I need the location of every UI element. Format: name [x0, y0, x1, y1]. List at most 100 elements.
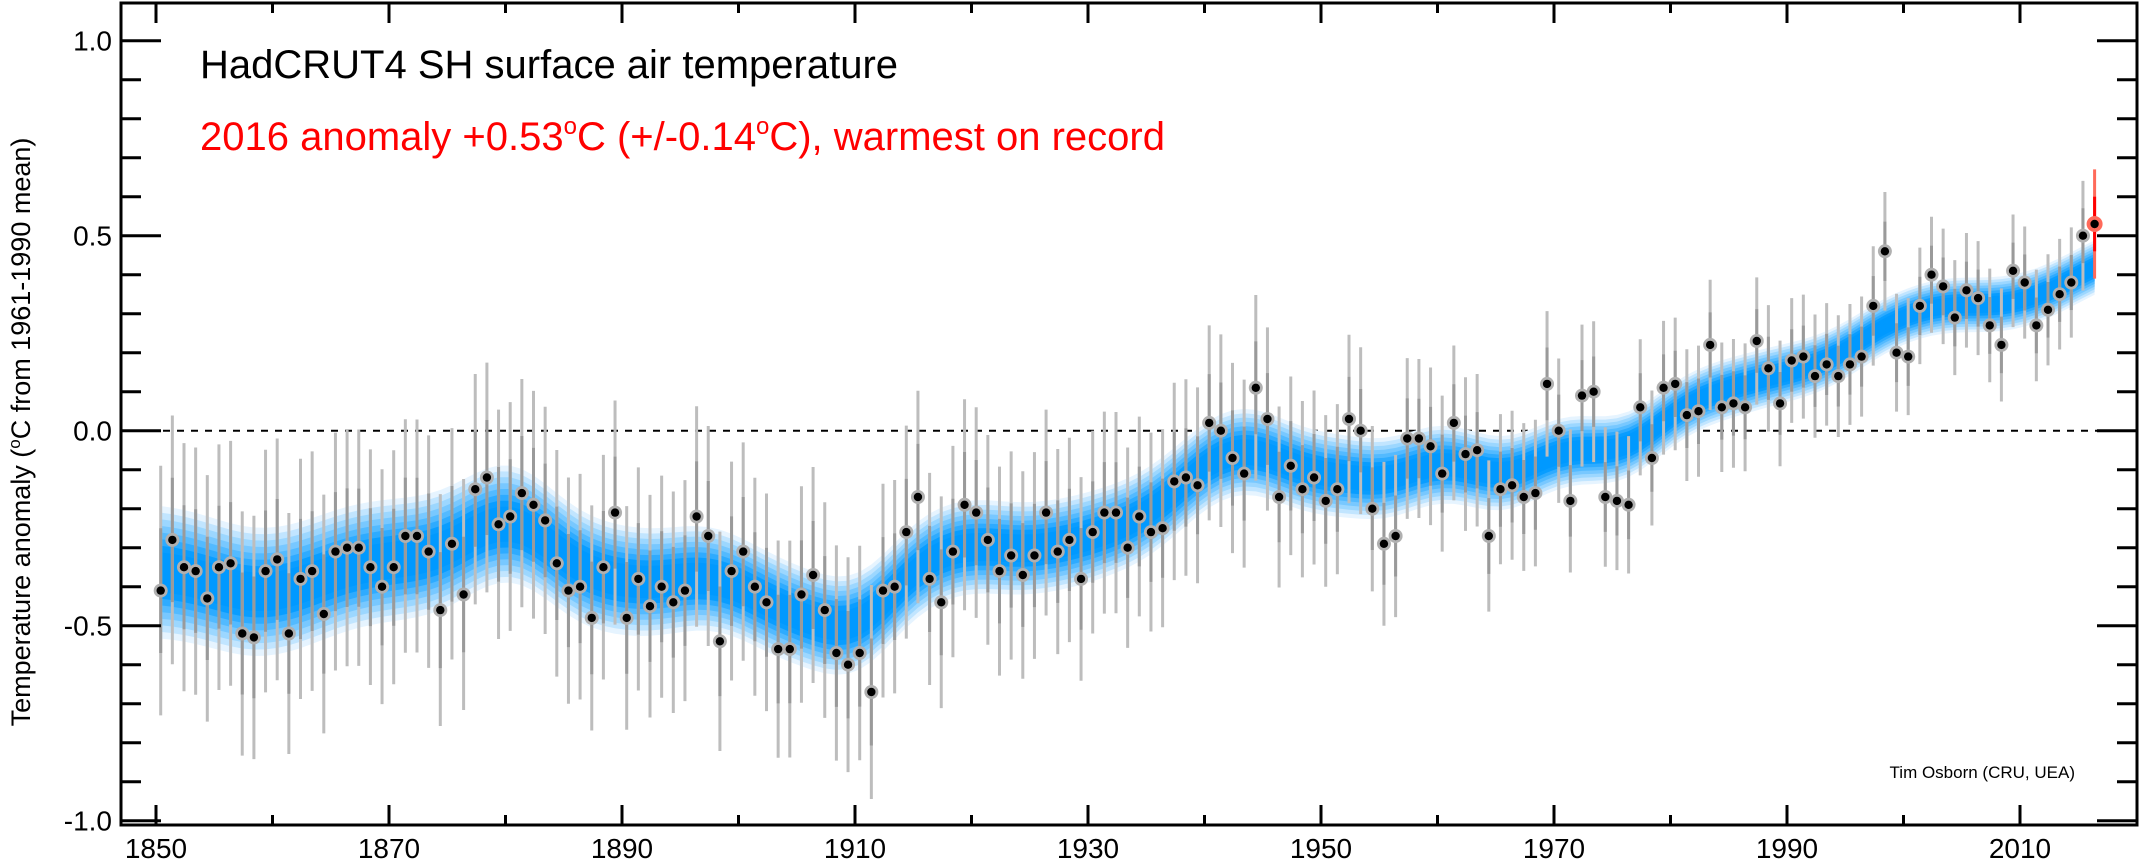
data-point: [1601, 492, 1610, 502]
data-point: [1694, 407, 1703, 416]
data-point: [319, 609, 328, 619]
y-tick-label: -1.0: [64, 806, 112, 837]
data-point: [447, 539, 457, 548]
data-point: [1333, 485, 1342, 494]
data-point: [471, 485, 480, 494]
x-tick-label: 1930: [1057, 833, 1119, 864]
data-point: [1461, 449, 1470, 459]
data-point: [1438, 469, 1447, 478]
data-point: [832, 648, 841, 658]
data-point: [412, 531, 422, 541]
ylabel-prefix: Temperature anomaly (: [6, 449, 36, 727]
data-point: [1123, 543, 1132, 552]
data-point: [1834, 371, 1843, 381]
data-point: [1775, 399, 1785, 408]
data-point: [1076, 574, 1086, 584]
data-point: [1146, 527, 1156, 537]
data-point: [739, 547, 748, 556]
data-point: [1379, 539, 1389, 548]
data-point: [540, 516, 550, 525]
data-point: [342, 543, 352, 552]
data-point: [762, 598, 771, 607]
data-point: [1018, 570, 1027, 580]
data-point: [937, 598, 946, 607]
data-point: [634, 574, 643, 584]
data-point: [273, 555, 282, 564]
data-point: [1892, 348, 1901, 357]
highlight-data-point: [2090, 219, 2099, 229]
data-point: [867, 687, 876, 697]
data-point: [2008, 266, 2018, 275]
data-point: [1088, 527, 1097, 537]
data-point: [704, 531, 713, 541]
subtitle-suffix: C), warmest on record: [769, 115, 1165, 159]
data-point: [156, 586, 165, 595]
data-point: [1857, 352, 1866, 361]
data-point: [564, 586, 573, 595]
data-point: [797, 590, 806, 599]
data-point: [1426, 442, 1435, 451]
data-point: [1647, 453, 1657, 463]
data-point: [1799, 352, 1808, 361]
data-point: [1368, 504, 1377, 513]
subtitle-degree-symbol: o: [564, 113, 577, 140]
data-point: [2020, 278, 2029, 287]
data-point: [1566, 496, 1575, 506]
data-point: [843, 660, 853, 669]
data-point: [506, 512, 515, 521]
data-point: [2067, 278, 2076, 287]
data-point: [727, 566, 736, 576]
data-point: [1263, 414, 1272, 424]
data-point: [948, 547, 958, 556]
data-point: [1065, 535, 1074, 545]
data-point: [226, 559, 235, 568]
data-point: [436, 605, 445, 615]
data-point: [1705, 340, 1715, 350]
data-point: [1810, 371, 1820, 381]
data-point: [1624, 500, 1633, 509]
data-point: [1181, 473, 1191, 482]
data-point: [238, 629, 247, 638]
data-point: [249, 633, 259, 642]
smooth-band-layer-6: [160, 251, 2095, 656]
data-point: [1170, 477, 1179, 486]
data-point: [1612, 496, 1622, 506]
data-point: [925, 574, 934, 584]
data-point: [1904, 352, 1913, 361]
data-point: [692, 512, 701, 521]
chart-title: HadCRUT4 SH surface air temperature: [200, 43, 898, 87]
points-layer: [153, 216, 2103, 699]
data-point: [366, 563, 375, 572]
data-point: [1111, 508, 1121, 517]
data-point: [214, 563, 224, 572]
data-point: [389, 563, 398, 572]
data-point: [459, 590, 468, 599]
data-point: [1950, 313, 1960, 322]
y-tick-label: 1.0: [73, 26, 112, 57]
data-point: [960, 500, 969, 509]
data-point: [354, 543, 363, 552]
data-point: [599, 563, 608, 572]
data-point: [1717, 403, 1727, 412]
data-point: [1542, 379, 1552, 389]
data-point: [401, 531, 410, 541]
data-point: [1636, 403, 1645, 412]
data-point: [331, 547, 340, 556]
data-point: [517, 488, 527, 498]
data-point: [1554, 426, 1563, 435]
data-point: [203, 594, 212, 603]
x-tick-label: 1910: [824, 833, 886, 864]
data-point: [1414, 434, 1424, 443]
data-point: [1053, 547, 1062, 556]
data-point: [1915, 301, 1925, 311]
x-tick-label: 1970: [1523, 833, 1585, 864]
chart-subtitle: 2016 anomaly +0.53oC (+/-0.14oC), warmes…: [200, 113, 1165, 159]
data-point: [1309, 473, 1319, 482]
x-tick-label: 1890: [591, 833, 653, 864]
data-point: [168, 535, 177, 545]
data-point: [1274, 492, 1284, 502]
data-point: [1496, 485, 1505, 494]
data-point: [669, 598, 678, 607]
x-tick-labels: 1850 1870 1890 1910 1930 1950 1970 1990 2010: [125, 833, 2051, 864]
